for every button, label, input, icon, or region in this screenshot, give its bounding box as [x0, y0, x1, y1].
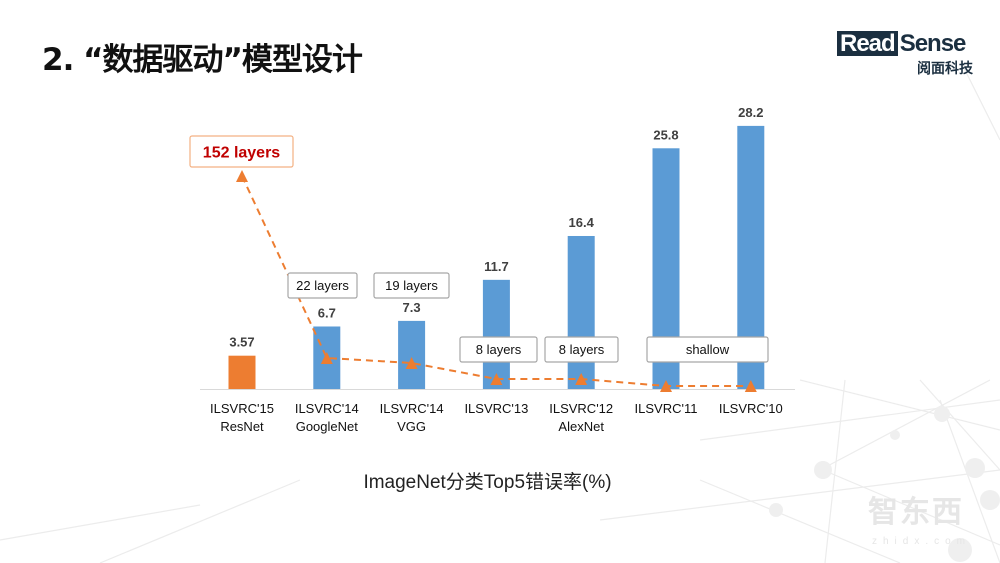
bar [482, 279, 510, 389]
watermark-url: zhidx.com [872, 536, 972, 547]
chart-caption: ImageNet分类Top5错误率(%) [363, 472, 612, 493]
x-tick-label: ResNet [220, 419, 264, 434]
bar [228, 355, 256, 389]
depth-triangle-marker [575, 373, 588, 385]
layer-annotation-box [459, 336, 538, 363]
layer-annotation-box [544, 336, 619, 363]
layer-annotation-box [646, 336, 769, 363]
watermark-logo: 智东西 [868, 496, 964, 529]
layer-annotation-box [189, 135, 294, 168]
layer-annotation-label: 22 layers [296, 278, 349, 293]
layer-annotation-label: 8 layers [476, 342, 522, 357]
layer-annotation-box [373, 272, 450, 299]
layer-annotation-label: 19 layers [385, 278, 438, 293]
depth-triangle-marker [320, 352, 333, 364]
bar [567, 235, 595, 389]
depth-triangle-marker [490, 373, 503, 385]
depth-triangle-marker [236, 170, 248, 182]
logo-chinese: 阅面科技 [917, 60, 973, 76]
x-tick-label: ILSVRC'11 [635, 401, 698, 416]
layer-annotation-box [287, 272, 358, 299]
readsense-logo: Read Sense 阅面科技 [837, 31, 973, 77]
logo-read: Read [837, 31, 898, 56]
x-tick-label: ILSVRC'14 [380, 401, 444, 416]
x-tick-label: ILSVRC'12 [549, 401, 613, 416]
x-tick-label: ILSVRC'13 [464, 401, 528, 416]
layer-annotation-label: shallow [686, 342, 730, 357]
depth-triangle-marker [744, 380, 757, 392]
bar [398, 320, 426, 389]
x-tick-label: ILSVRC'10 [719, 401, 783, 416]
x-tick-label: GoogleNet [296, 419, 359, 434]
bar-value-label: 25.8 [653, 127, 678, 142]
bar-value-label: 6.7 [318, 305, 336, 320]
depth-triangle-marker [405, 357, 418, 369]
bar-value-label: 7.3 [403, 300, 421, 315]
x-tick-label: ILSVRC'15 [210, 401, 274, 416]
slide-title: 2. “数据驱动”模型设计 [42, 42, 363, 78]
bar-value-label: 11.7 [484, 259, 509, 274]
x-tick-label: AlexNet [558, 419, 604, 434]
depth-triangle-marker [660, 380, 672, 392]
bar-value-label: 28.2 [738, 105, 763, 120]
x-tick-label: ILSVRC'14 [295, 401, 359, 416]
bar-value-label: 16.4 [569, 215, 595, 230]
x-tick-label: VGG [397, 419, 426, 434]
bar-value-label: 3.57 [229, 335, 254, 350]
logo-sense: Sense [899, 30, 967, 57]
layer-annotation-label: 152 layers [203, 144, 281, 161]
layer-annotation-label: 8 layers [559, 342, 605, 357]
